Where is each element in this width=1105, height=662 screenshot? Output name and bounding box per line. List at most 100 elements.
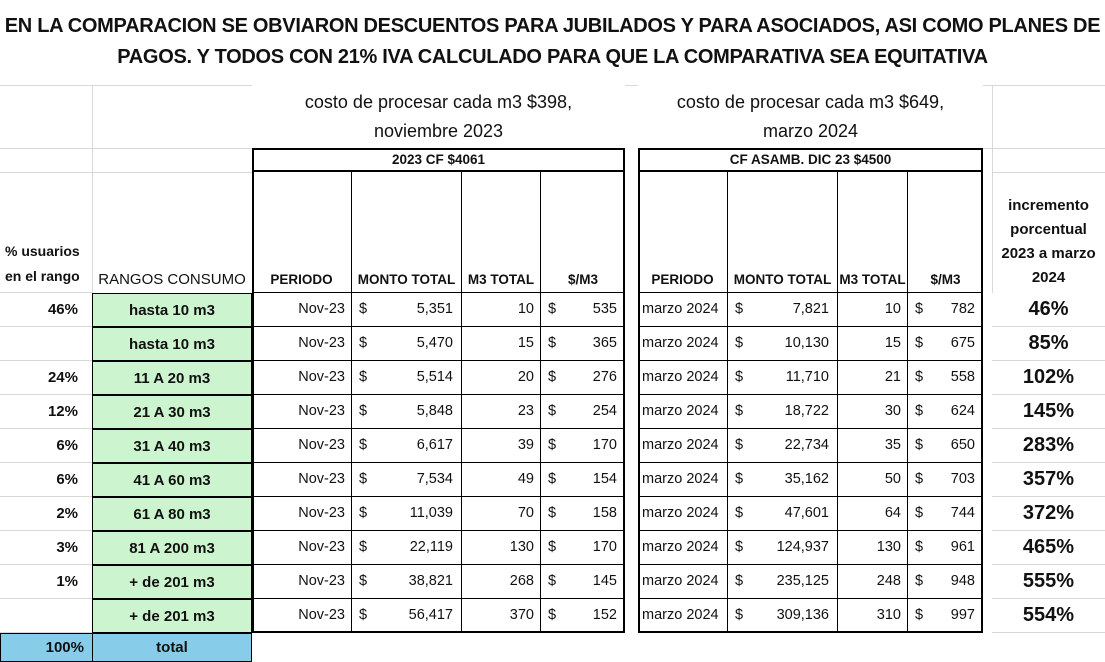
consumption-range-cell[interactable]: 21 A 30 m3 (92, 395, 252, 429)
mar-monto-cell[interactable]: $35,162 (728, 463, 838, 497)
total-label-cell[interactable]: total (92, 633, 252, 662)
pct-users-cell[interactable]: 6% (0, 463, 92, 497)
nov-period-cell[interactable]: Nov-23 (252, 497, 352, 531)
nov-monto-cell[interactable]: $7,534 (352, 463, 462, 497)
nov-monto-cell[interactable]: $11,039 (352, 497, 462, 531)
mar-m3-cell[interactable]: 248 (838, 565, 908, 599)
mar-rate-cell[interactable]: $675 (908, 327, 983, 361)
increment-cell[interactable]: 46% (992, 293, 1105, 327)
nov-rate-cell[interactable]: $535 (541, 293, 625, 327)
nov-m3-cell[interactable]: 370 (462, 599, 541, 633)
nov-rate-cell[interactable]: $365 (541, 327, 625, 361)
mar-period-cell[interactable]: marzo 2024 (638, 429, 728, 463)
mar-rate-header[interactable]: $/M3 (908, 172, 983, 293)
nov-monto-cell[interactable]: $5,470 (352, 327, 462, 361)
consumption-range-cell[interactable]: 11 A 20 m3 (92, 361, 252, 395)
mar-m3-cell[interactable]: 15 (838, 327, 908, 361)
nov-rate-cell[interactable]: $170 (541, 531, 625, 565)
nov-m3-cell[interactable]: 15 (462, 327, 541, 361)
nov-m3-cell[interactable]: 130 (462, 531, 541, 565)
increment-cell[interactable]: 372% (992, 497, 1105, 531)
mar-period-cell[interactable]: marzo 2024 (638, 565, 728, 599)
increment-header[interactable]: incremento porcentual 2023 a marzo 2024 (992, 172, 1105, 293)
nov-monto-cell[interactable]: $5,848 (352, 395, 462, 429)
mar-period-cell[interactable]: marzo 2024 (638, 463, 728, 497)
nov-m3-cell[interactable]: 10 (462, 293, 541, 327)
mar-rate-cell[interactable]: $961 (908, 531, 983, 565)
mar-cost-header[interactable]: costo de procesar cada m3 $649, marzo 20… (638, 85, 983, 147)
mar-period-header[interactable]: PERIODO (638, 172, 728, 293)
nov-period-cell[interactable]: Nov-23 (252, 463, 352, 497)
consumption-range-cell[interactable]: hasta 10 m3 (92, 327, 252, 361)
mar-rate-cell[interactable]: $782 (908, 293, 983, 327)
increment-cell[interactable]: 357% (992, 463, 1105, 497)
mar-monto-header[interactable]: MONTO TOTAL (728, 172, 838, 293)
mar-period-cell[interactable]: marzo 2024 (638, 497, 728, 531)
consumption-range-cell[interactable]: + de 201 m3 (92, 599, 252, 633)
consumption-range-cell[interactable]: 81 A 200 m3 (92, 531, 252, 565)
mar-period-cell[interactable]: marzo 2024 (638, 327, 728, 361)
pct-users-cell[interactable]: 24% (0, 361, 92, 395)
nov-m3-cell[interactable]: 70 (462, 497, 541, 531)
mar-m3-cell[interactable]: 50 (838, 463, 908, 497)
consumption-range-cell[interactable]: 61 A 80 m3 (92, 497, 252, 531)
nov-cost-header[interactable]: costo de procesar cada m3 $398, noviembr… (252, 85, 625, 147)
nov-rate-cell[interactable]: $145 (541, 565, 625, 599)
nov-period-cell[interactable]: Nov-23 (252, 599, 352, 633)
mar-period-cell[interactable]: marzo 2024 (638, 531, 728, 565)
pct-users-cell[interactable] (0, 327, 92, 361)
mar-period-cell[interactable]: marzo 2024 (638, 293, 728, 327)
pct-users-cell[interactable]: 12% (0, 395, 92, 429)
sheet-title[interactable]: EN LA COMPARACION SE OBVIARON DESCUENTOS… (0, 0, 1105, 84)
mar-period-cell[interactable]: marzo 2024 (638, 361, 728, 395)
mar-rate-cell[interactable]: $948 (908, 565, 983, 599)
nov-monto-cell[interactable]: $38,821 (352, 565, 462, 599)
mar-m3-cell[interactable]: 310 (838, 599, 908, 633)
increment-cell[interactable]: 283% (992, 429, 1105, 463)
nov-rate-cell[interactable]: $276 (541, 361, 625, 395)
total-pct-cell[interactable]: 100% (0, 633, 92, 662)
mar-m3-cell[interactable]: 35 (838, 429, 908, 463)
nov-monto-cell[interactable]: $5,514 (352, 361, 462, 395)
mar-period-cell[interactable]: marzo 2024 (638, 395, 728, 429)
mar-rate-cell[interactable]: $624 (908, 395, 983, 429)
increment-cell[interactable]: 465% (992, 531, 1105, 565)
consumption-range-cell[interactable]: + de 201 m3 (92, 565, 252, 599)
pct-users-cell[interactable]: 6% (0, 429, 92, 463)
nov-rate-cell[interactable]: $254 (541, 395, 625, 429)
mar-rate-cell[interactable]: $744 (908, 497, 983, 531)
increment-cell[interactable]: 102% (992, 361, 1105, 395)
nov-rate-cell[interactable]: $154 (541, 463, 625, 497)
consumption-range-cell[interactable]: hasta 10 m3 (92, 293, 252, 327)
mar-m3-cell[interactable]: 64 (838, 497, 908, 531)
nov-monto-cell[interactable]: $6,617 (352, 429, 462, 463)
increment-cell[interactable]: 554% (992, 599, 1105, 633)
nov-rate-cell[interactable]: $158 (541, 497, 625, 531)
mar-monto-cell[interactable]: $47,601 (728, 497, 838, 531)
mar-monto-cell[interactable]: $11,710 (728, 361, 838, 395)
nov-m3-cell[interactable]: 268 (462, 565, 541, 599)
nov-period-cell[interactable]: Nov-23 (252, 565, 352, 599)
mar-m3-cell[interactable]: 21 (838, 361, 908, 395)
nov-rate-cell[interactable]: $170 (541, 429, 625, 463)
nov-m3-header[interactable]: M3 TOTAL (462, 172, 541, 293)
nov-monto-cell[interactable]: $56,417 (352, 599, 462, 633)
nov-m3-cell[interactable]: 20 (462, 361, 541, 395)
mar-m3-cell[interactable]: 130 (838, 531, 908, 565)
nov-m3-cell[interactable]: 23 (462, 395, 541, 429)
nov-period-header[interactable]: PERIODO (252, 172, 352, 293)
nov-monto-cell[interactable]: $22,119 (352, 531, 462, 565)
pct-users-cell[interactable]: 3% (0, 531, 92, 565)
mar-monto-cell[interactable]: $235,125 (728, 565, 838, 599)
nov-cf-label[interactable]: 2023 CF $4061 (252, 148, 625, 172)
nov-period-cell[interactable]: Nov-23 (252, 429, 352, 463)
pct-users-cell[interactable]: 46% (0, 293, 92, 327)
pct-users-cell[interactable]: 2% (0, 497, 92, 531)
mar-rate-cell[interactable]: $997 (908, 599, 983, 633)
consumption-range-cell[interactable]: 41 A 60 m3 (92, 463, 252, 497)
mar-monto-cell[interactable]: $22,734 (728, 429, 838, 463)
increment-cell[interactable]: 85% (992, 327, 1105, 361)
nov-m3-cell[interactable]: 39 (462, 429, 541, 463)
range-header[interactable]: RANGOS CONSUMO (98, 271, 246, 288)
consumption-range-cell[interactable]: 31 A 40 m3 (92, 429, 252, 463)
